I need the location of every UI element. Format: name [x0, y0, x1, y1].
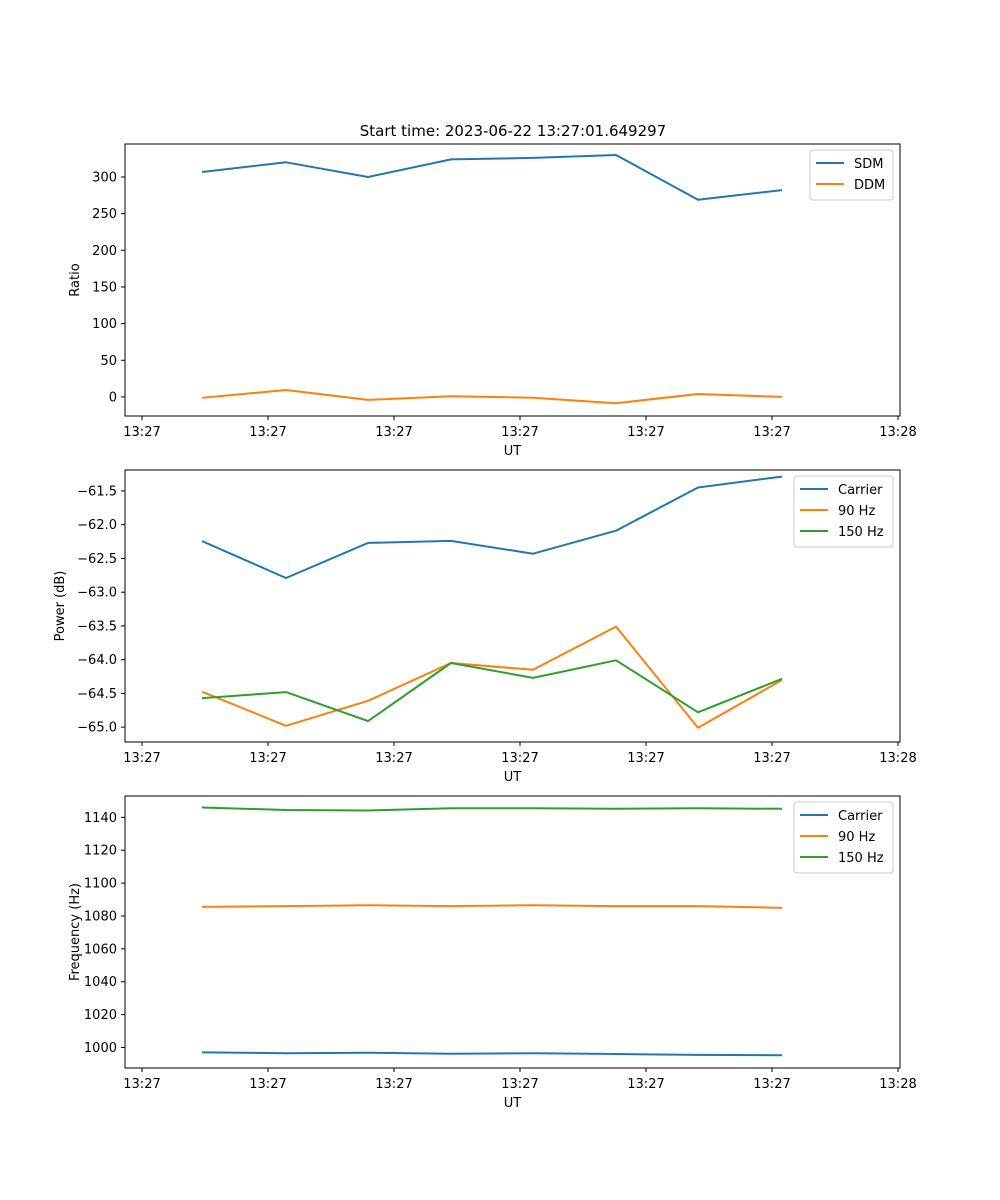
legend-label: DDM	[854, 178, 885, 193]
x-tick-label: 13:28	[879, 1077, 916, 1092]
series-line-sdm	[201, 154, 783, 201]
series-line-150-hz	[201, 806, 783, 812]
x-tick-label: 13:27	[249, 425, 286, 440]
legend-box	[793, 801, 894, 874]
y-tick-label: 1060	[84, 942, 117, 957]
x-tick-label: 13:27	[501, 425, 538, 440]
y-tick-label: 1120	[84, 844, 117, 859]
y-tick-label: 200	[92, 244, 117, 259]
x-tick-label: 13:27	[123, 751, 160, 766]
series-line-ddm	[201, 389, 783, 405]
x-tick-label: 13:27	[627, 1077, 664, 1092]
y-tick-label: −63.0	[77, 586, 117, 601]
y-tick-label: −61.5	[77, 484, 117, 499]
y-tick-label: 1100	[84, 877, 117, 892]
legend-label: 90 Hz	[838, 830, 875, 845]
x-tick-label: 13:27	[627, 751, 664, 766]
x-tick-label: 13:27	[501, 1077, 538, 1092]
panel-3: 13:27 13:27 13:27 13:27 13:27 13:27 13:28 1000 1…	[68, 795, 917, 1111]
x-tick-label: 13:27	[375, 425, 412, 440]
x-axis-label: UT	[504, 770, 522, 785]
x-tick-label: 13:27	[249, 751, 286, 766]
y-tick-label: 150	[92, 280, 117, 295]
plot-frame	[124, 143, 901, 417]
x-axis-label: UT	[504, 444, 522, 459]
y-tick-label: 0	[109, 390, 117, 405]
series-line-90-hz	[201, 904, 783, 909]
legend-label: Carrier	[838, 809, 883, 824]
y-tick-label: 1140	[84, 811, 117, 826]
y-tick-label: 50	[100, 354, 117, 369]
y-tick-label: 100	[92, 317, 117, 332]
y-axis-label: Frequency (Hz)	[68, 883, 83, 981]
y-tick-label: −64.5	[77, 687, 117, 702]
y-tick-label: −62.5	[77, 552, 117, 567]
plot-frame	[124, 795, 901, 1069]
y-tick-label: −65.0	[77, 721, 117, 736]
y-tick-label: 300	[92, 170, 117, 185]
y-tick-label: 1020	[84, 1008, 117, 1023]
legend-label: SDM	[854, 157, 883, 172]
x-tick-label: 13:27	[375, 751, 412, 766]
chart-title: Start time: 2023-06-22 13:27:01.649297	[360, 122, 666, 140]
x-tick-label: 13:28	[879, 425, 916, 440]
x-tick-label: 13:27	[753, 425, 790, 440]
panel-2: 13:27 13:27 13:27 13:27 13:27 13:27 13:28 −65.0…	[53, 469, 917, 785]
x-tick-label: 13:28	[879, 751, 916, 766]
y-tick-label: 1080	[84, 909, 117, 924]
x-tick-label: 13:27	[249, 1077, 286, 1092]
legend-label: Carrier	[838, 483, 883, 498]
y-tick-label: 250	[92, 207, 117, 222]
legend: Carrier 90 Hz 150 Hz	[793, 475, 894, 548]
x-tick-label: 13:27	[375, 1077, 412, 1092]
y-tick-label: −63.5	[77, 619, 117, 634]
chart-panels: 13:27 13:27 13:27 13:27 13:27 13:27 13:28 0 50 10…	[53, 143, 917, 1111]
y-axis-label: Ratio	[68, 263, 83, 296]
legend: Carrier 90 Hz 150 Hz	[793, 801, 894, 874]
legend: SDM DDM	[809, 149, 894, 201]
x-tick-label: 13:27	[501, 751, 538, 766]
series-line-carrier	[201, 475, 783, 579]
x-tick-label: 13:27	[753, 1077, 790, 1092]
y-axis-label: Power (dB)	[53, 571, 68, 642]
plot-frame	[124, 469, 901, 743]
legend-label: 150 Hz	[838, 851, 884, 866]
y-tick-label: −62.0	[77, 518, 117, 533]
x-tick-label: 13:27	[753, 751, 790, 766]
x-tick-label: 13:27	[123, 1077, 160, 1092]
x-tick-label: 13:27	[627, 425, 664, 440]
y-tick-label: 1000	[84, 1041, 117, 1056]
panel-1: 13:27 13:27 13:27 13:27 13:27 13:27 13:28 0 50 10…	[68, 143, 917, 459]
y-tick-label: 1040	[84, 975, 117, 990]
series-line-90-hz	[201, 625, 783, 729]
legend-label: 150 Hz	[838, 525, 884, 540]
series-line-carrier	[201, 1051, 783, 1057]
x-tick-label: 13:27	[123, 425, 160, 440]
legend-box	[793, 475, 894, 548]
series-line-150-hz	[201, 659, 783, 723]
x-axis-label: UT	[504, 1096, 522, 1111]
y-tick-label: −64.0	[77, 653, 117, 668]
legend-label: 90 Hz	[838, 504, 875, 519]
